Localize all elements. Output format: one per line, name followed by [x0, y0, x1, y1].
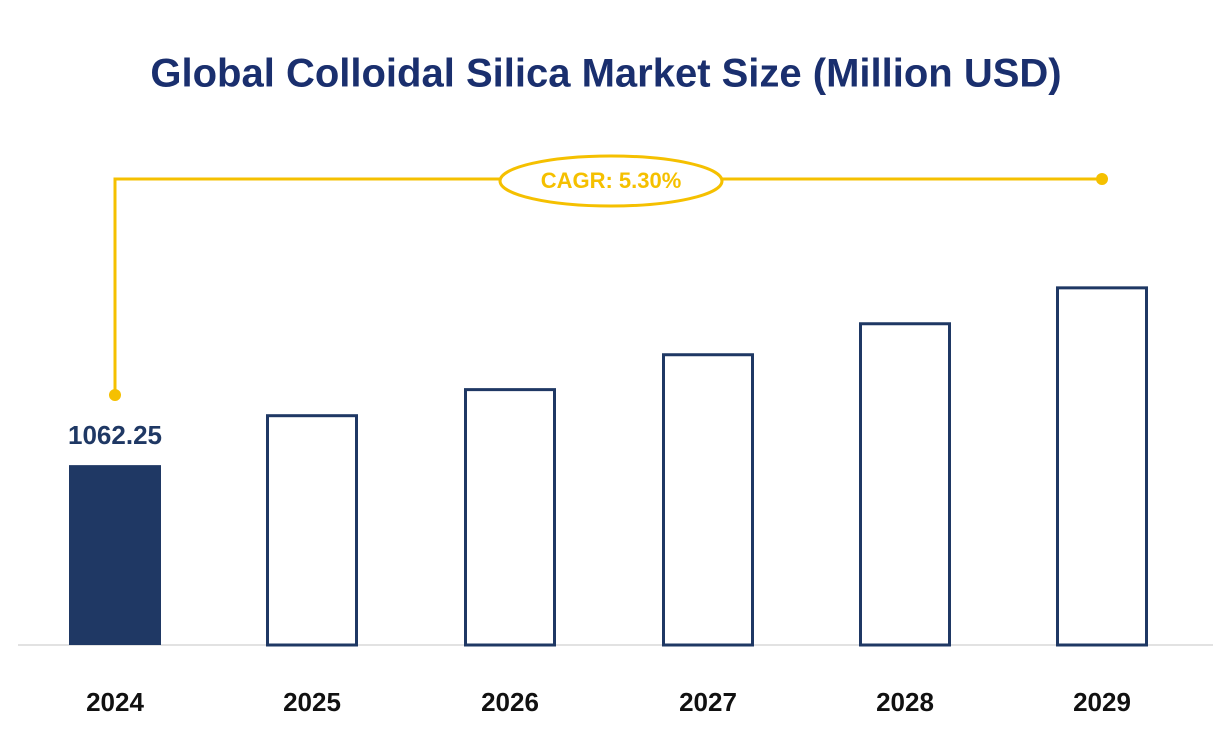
cagr-dot	[109, 389, 121, 401]
cagr-label: CAGR: 5.30%	[541, 168, 682, 193]
bar	[69, 465, 161, 645]
bar	[1056, 286, 1148, 647]
cagr-line	[113, 177, 1102, 395]
x-tick-label: 2028	[876, 687, 934, 717]
bar	[464, 388, 556, 647]
bar	[266, 414, 358, 647]
bar	[662, 353, 754, 647]
x-tick-label: 2027	[679, 687, 737, 717]
bar	[859, 322, 951, 647]
chart-title: Global Colloidal Silica Market Size (Mil…	[150, 52, 1061, 96]
x-tick-label: 2029	[1073, 687, 1131, 717]
data-label: 1062.25	[68, 420, 162, 450]
cagr-dot	[1096, 173, 1108, 185]
x-tick-label: 2025	[283, 687, 341, 717]
x-tick-label: 2026	[481, 687, 539, 717]
x-tick-label: 2024	[86, 687, 144, 717]
cagr-ellipse	[498, 154, 724, 208]
